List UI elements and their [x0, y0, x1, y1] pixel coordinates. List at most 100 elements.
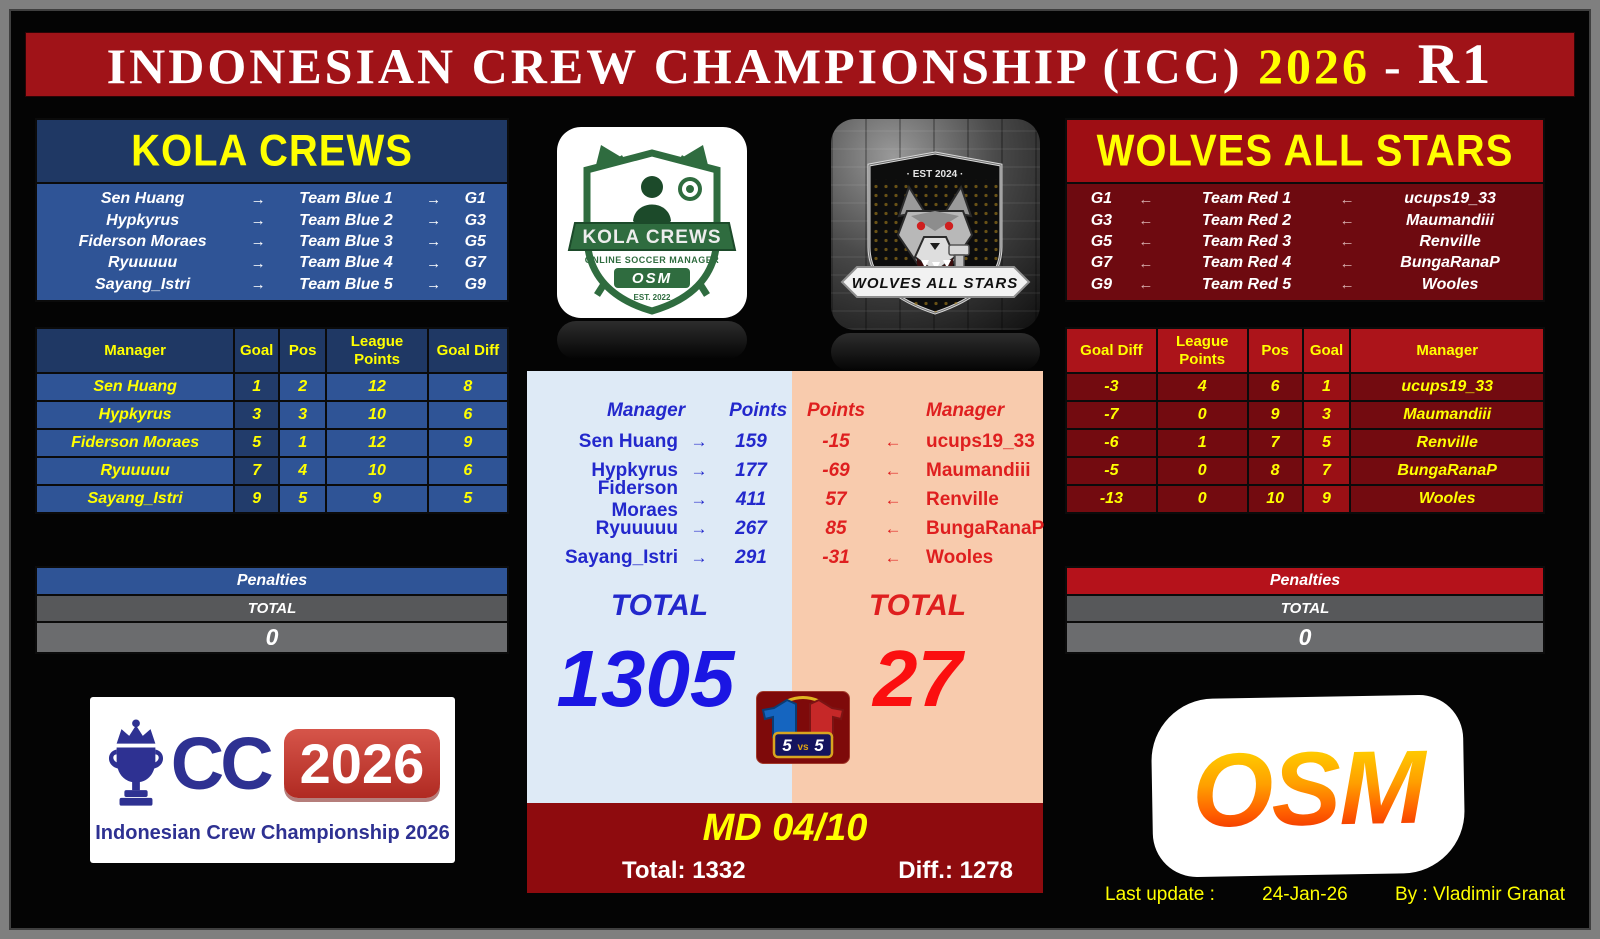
title-year: 2026: [1258, 38, 1371, 94]
kola-points-panel: Manager Points Sen Huang → 159 Hypkyrus → 17…: [527, 371, 792, 803]
points-row: Fiderson Moraes → 411: [527, 478, 792, 521]
table-row: -7 0 9 3 Maumandiii: [1065, 400, 1545, 430]
kola-crest-sub: ONLINE SOCCER MANAGER: [585, 255, 720, 265]
col-goal: Goal: [233, 327, 281, 374]
penalties-total-label: TOTAL: [37, 596, 507, 623]
last-update-label: Last update :: [1105, 884, 1215, 905]
roster-manager: Ryuuuuu: [107, 254, 178, 272]
roster-team: Team Blue 2: [299, 211, 393, 229]
arrow-right-icon: →: [690, 431, 708, 451]
cell-league: 12: [325, 372, 429, 402]
cell-pos: 6: [1246, 372, 1304, 402]
arrow-right-icon: →: [426, 190, 442, 208]
points-row: -31 ← Wooles: [792, 543, 1043, 572]
roster-row: G7 ← Team Red 4 ← BungaRanaP: [1071, 255, 1539, 271]
points-manager: ucups19_33: [926, 430, 1035, 452]
cell-diff: 6: [426, 456, 510, 486]
arrow-left-icon: ←: [1138, 276, 1154, 294]
wolves-team-name: WOLVES ALL STARS: [1096, 125, 1514, 176]
points-manager: Renville: [926, 488, 999, 510]
col-manager: Manager: [34, 327, 236, 374]
cell-league: 9: [325, 484, 429, 514]
cell-manager: Fiderson Moraes: [34, 428, 236, 458]
cell-manager: Ryuuuuu: [34, 456, 236, 486]
arrow-left-icon: ←: [1339, 190, 1355, 208]
cell-pos: 1: [278, 428, 328, 458]
roster-team: Team Red 2: [1201, 211, 1292, 229]
arrow-right-icon: →: [250, 190, 266, 208]
col-pos: Pos: [278, 327, 328, 374]
table-row: -5 0 8 7 BungaRanaP: [1065, 456, 1545, 486]
points-value: 267: [735, 517, 767, 539]
kola-title-bar: KOLA CREWS: [35, 118, 509, 184]
arrow-right-icon: →: [250, 233, 266, 251]
roster-row: G9 ← Team Red 5 ← Wooles: [1071, 276, 1539, 294]
cell-goal: 3: [1301, 400, 1352, 430]
roster-slot: G7: [1090, 254, 1113, 272]
arrow-right-icon: →: [690, 547, 708, 567]
arrow-right-icon: →: [426, 254, 442, 272]
vs-left-number: 5: [782, 736, 792, 755]
arrow-left-icon: ←: [1138, 212, 1154, 230]
penalties-value: 0: [1067, 623, 1543, 652]
wolves-roster: G1 ← Team Red 1 ← ucups19_33 G3 ← Team Red 2 ← M…: [1065, 184, 1545, 302]
points-row: -15 ← ucups19_33: [792, 427, 1043, 456]
roster-row: Ryuuuuu → Team Blue 4 → G7: [41, 255, 503, 271]
roster-row: G1 ← Team Red 1 ← ucups19_33: [1071, 191, 1539, 207]
points-manager: Maumandiii: [926, 459, 1031, 481]
points-value: 177: [735, 459, 767, 481]
roster-row: G3 ← Team Red 2 ← Maumandiii: [1071, 211, 1539, 230]
cell-goal: 7: [233, 456, 281, 486]
wolves-points-rows: Points Manager -15 ← ucups19_33 -69 ← Mauman…: [792, 395, 1044, 572]
arrow-right-icon: →: [690, 489, 708, 509]
page-title: INDONESIAN CREW CHAMPIONSHIP (ICC) 2026-…: [107, 32, 1494, 97]
kola-points-rows: Manager Points Sen Huang → 159 Hypkyrus → 17…: [527, 395, 792, 572]
kola-total-value: 1305: [556, 634, 735, 723]
col-pos: Pos: [1246, 327, 1304, 374]
icc-logo: CC 2026 Indonesian Crew Championship 202…: [90, 697, 455, 863]
points-row: Sayang_Istri → 291: [527, 543, 792, 572]
arrow-left-icon: ←: [884, 431, 902, 451]
cell-diff: -6: [1065, 428, 1158, 458]
cell-manager: BungaRanaP: [1349, 456, 1545, 486]
wolves-title-bar: WOLVES ALL STARS: [1065, 118, 1545, 184]
author: By : Vladimir Granat: [1395, 884, 1565, 905]
arrow-left-icon: ←: [1138, 190, 1154, 208]
wolves-total-label: TOTAL: [868, 589, 967, 622]
cell-league: 0: [1155, 456, 1249, 486]
cell-diff: 9: [426, 428, 510, 458]
table-row: Hypkyrus 3 3 10 6: [34, 400, 510, 430]
roster-team: Team Blue 5: [299, 275, 393, 293]
kola-stats-table: Manager Goal Pos League Points Goal Diff…: [34, 327, 510, 514]
title-round: R1: [1417, 33, 1494, 96]
roster-team: Team Red 4: [1201, 254, 1292, 272]
wolves-stats-table: Goal Diff League Points Pos Goal Manager…: [1065, 327, 1545, 514]
kola-crest-name: KOLA CREWS: [582, 227, 721, 248]
osm-logo-text: OSM: [1191, 729, 1429, 850]
roster-slot: G3: [464, 211, 486, 229]
table-row: Fiderson Moraes 5 1 12 9: [34, 428, 510, 458]
cell-pos: 9: [1246, 400, 1304, 430]
cell-manager: Sen Huang: [34, 372, 236, 402]
cell-diff: 6: [426, 400, 510, 430]
cell-goal: 7: [1301, 456, 1352, 486]
points-manager: Ryuuuuu: [595, 517, 678, 539]
col-goal: Goal: [1301, 327, 1352, 374]
table-header-row: Goal Diff League Points Pos Goal Manager: [1065, 327, 1545, 374]
cell-goal: 3: [233, 400, 281, 430]
wolves-crest-name: WOLVES ALL STARS: [852, 275, 1019, 292]
header-points: Points: [729, 400, 788, 421]
points-header-row: Points Manager: [792, 395, 1043, 427]
cell-pos: 3: [278, 400, 328, 430]
cell-manager: ucups19_33: [1349, 372, 1545, 402]
cell-league: 4: [1155, 372, 1249, 402]
cell-pos: 8: [1246, 456, 1304, 486]
wolves-crest-reflection: [831, 333, 1040, 371]
roster-team: Team Red 3: [1201, 232, 1292, 250]
wolves-stats: Goal Diff League Points Pos Goal Manager…: [1065, 327, 1545, 514]
matchday-totals: Total: 1332 Diff.: 1278: [622, 857, 1013, 885]
arrow-left-icon: ←: [1138, 254, 1154, 272]
matchday-bar: MD 04/10 Total: 1332 Diff.: 1278: [527, 803, 1043, 893]
arrow-right-icon: →: [250, 254, 266, 272]
roster-manager: Sayang_Istri: [95, 275, 191, 293]
